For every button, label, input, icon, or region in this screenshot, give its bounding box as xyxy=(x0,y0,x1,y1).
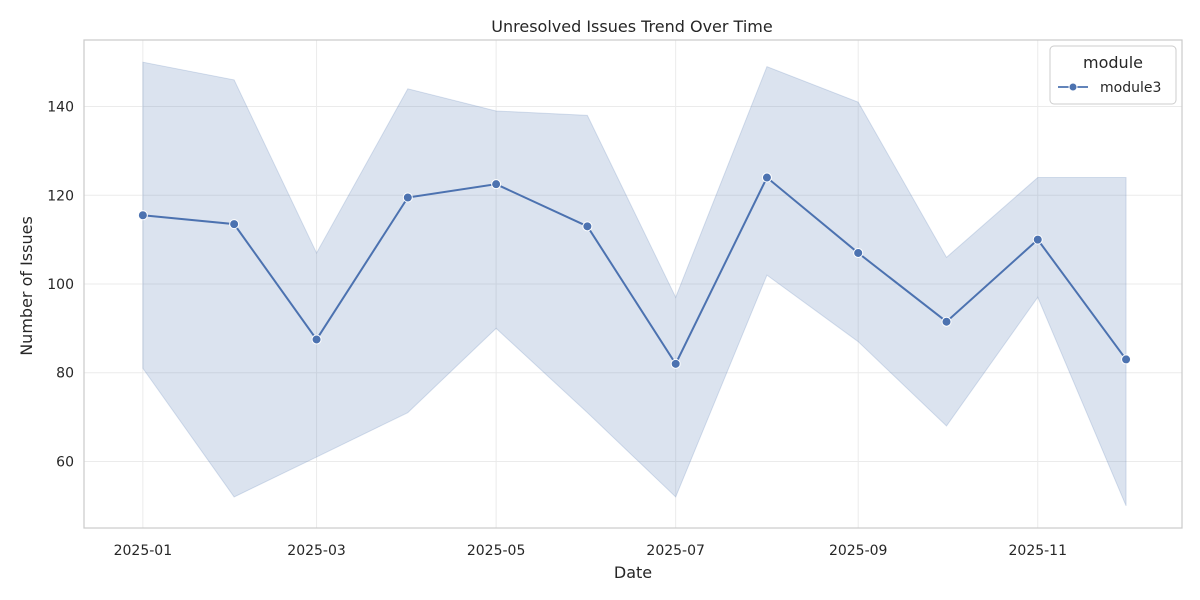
legend: module module3 xyxy=(1049,45,1177,105)
data-point xyxy=(229,219,240,230)
data-point xyxy=(670,358,681,369)
y-tick-label: 60 xyxy=(56,454,74,470)
data-point xyxy=(137,210,148,221)
x-tick-label: 2025-09 xyxy=(829,543,888,559)
series-line-module3 xyxy=(142,175,1127,366)
data-points xyxy=(137,172,1132,369)
data-point xyxy=(941,316,952,327)
confidence-band xyxy=(142,61,1127,507)
y-tick-labels: 60 80 100 120 140 xyxy=(47,100,74,471)
data-point xyxy=(311,334,322,345)
x-tick-label: 2025-01 xyxy=(114,543,173,559)
x-tick-label: 2025-03 xyxy=(287,543,346,559)
data-point xyxy=(1121,354,1132,365)
data-point xyxy=(491,179,502,190)
legend-label-module3: module3 xyxy=(1100,80,1161,96)
data-point xyxy=(853,247,864,258)
legend-marker-icon xyxy=(1068,82,1078,92)
legend-title: module xyxy=(1083,53,1143,72)
data-point xyxy=(761,172,772,183)
data-point xyxy=(1032,234,1043,245)
data-point xyxy=(402,192,413,203)
data-point xyxy=(582,221,593,232)
y-axis-label: Number of Issues xyxy=(17,216,36,356)
y-tick-label: 100 xyxy=(47,277,74,293)
y-tick-label: 120 xyxy=(47,188,74,204)
y-tick-label: 140 xyxy=(47,100,74,116)
x-tick-label: 2025-05 xyxy=(467,543,526,559)
y-tick-label: 80 xyxy=(56,366,74,382)
grid xyxy=(84,40,1182,528)
x-tick-label: 2025-07 xyxy=(646,543,705,559)
chart-title: Unresolved Issues Trend Over Time xyxy=(491,17,772,36)
x-tick-labels: 2025-01 2025-03 2025-05 2025-07 2025-09 2025-… xyxy=(114,543,1067,559)
plot-frame xyxy=(83,39,1183,529)
legend-box xyxy=(1049,45,1177,105)
x-axis-label: Date xyxy=(614,563,652,582)
x-tick-label: 2025-11 xyxy=(1009,543,1068,559)
